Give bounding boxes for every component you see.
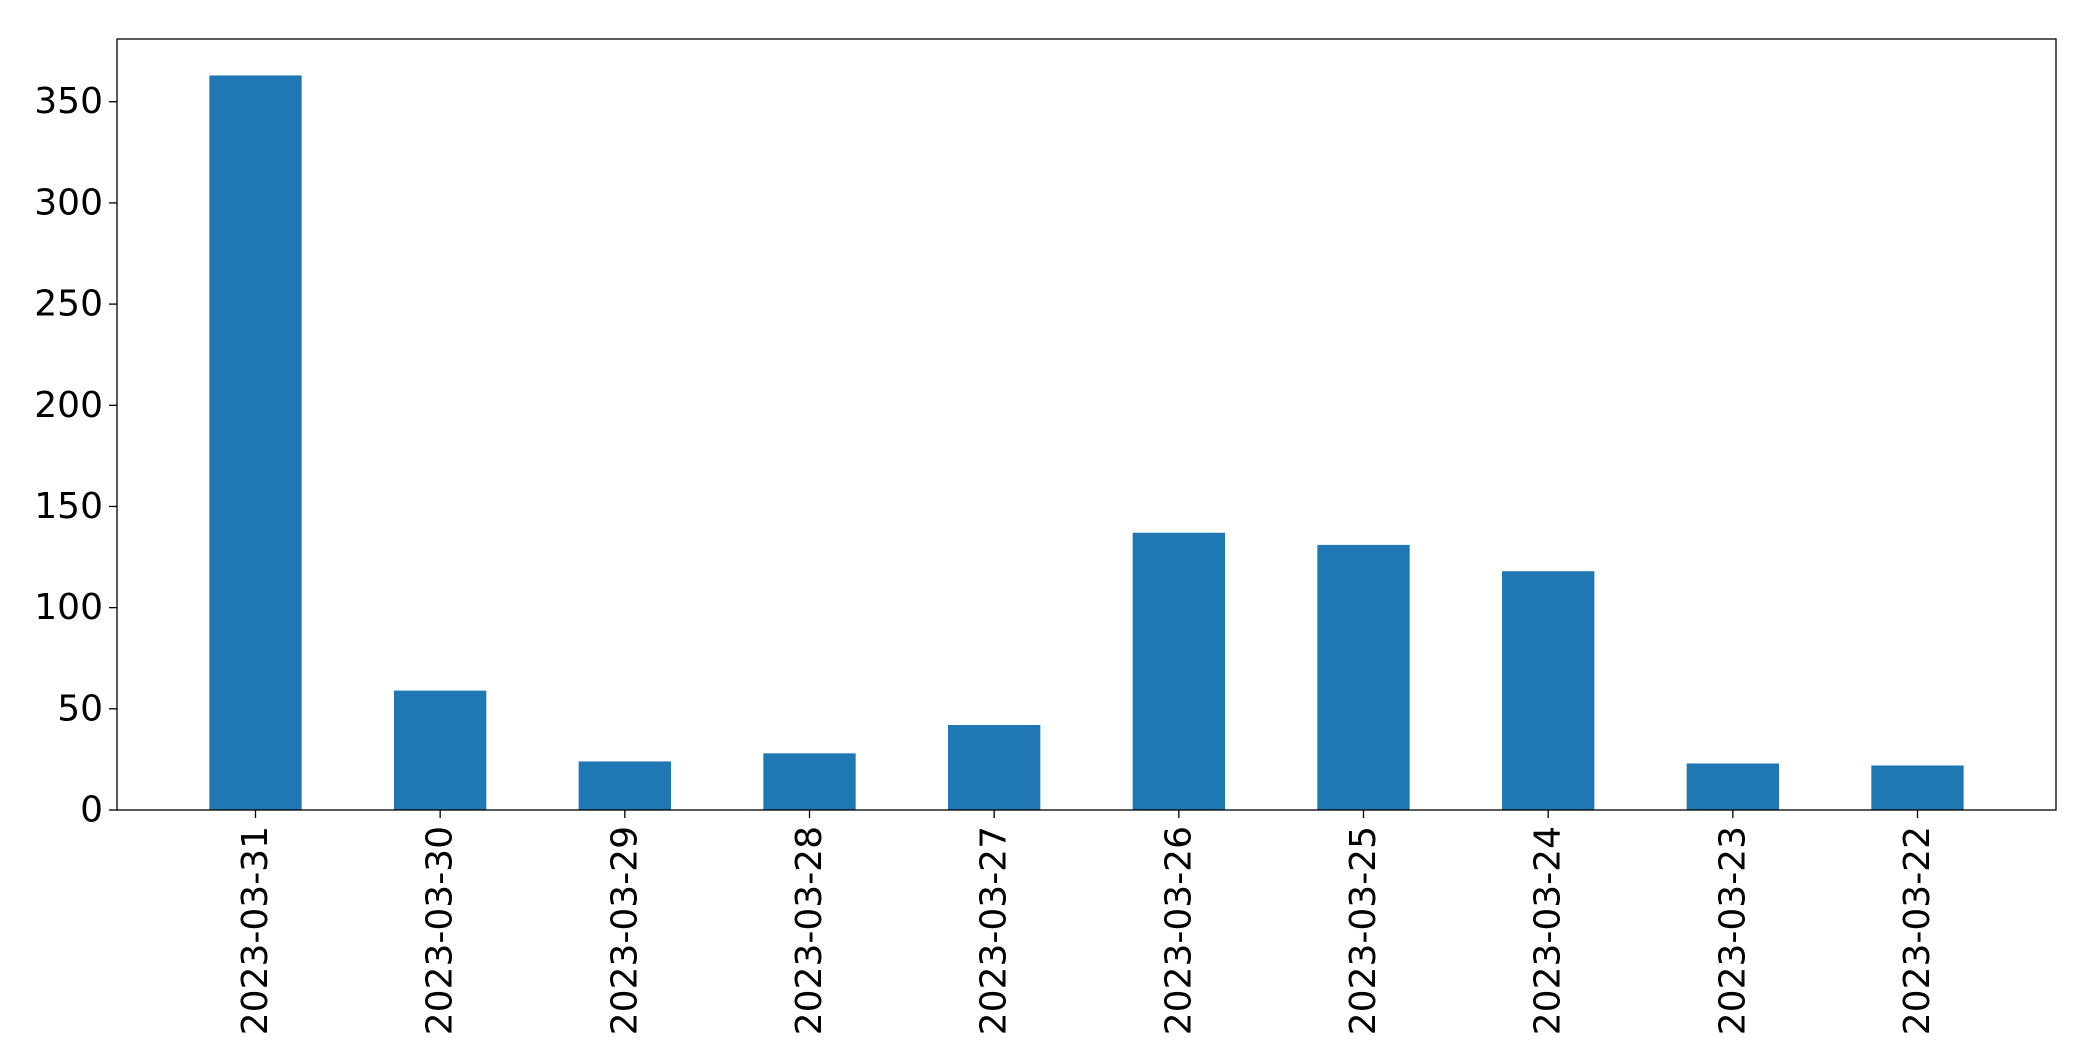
bars-layer <box>209 75 1964 811</box>
y-tick-label: 200 <box>34 385 103 426</box>
plot-area-frame <box>116 38 2057 811</box>
x-tick-label: 2023-03-24 <box>1528 826 1569 1035</box>
x-tick-label: 2023-03-26 <box>1158 826 1199 1035</box>
bar-2023-03-23 <box>1686 763 1779 810</box>
x-tick-label: 2023-03-29 <box>604 826 645 1035</box>
bar-2023-03-26 <box>1132 532 1225 810</box>
x-tick-label: 2023-03-25 <box>1343 826 1384 1035</box>
y-tick-label: 300 <box>34 182 103 223</box>
x-tick-label: 2023-03-22 <box>1897 826 1938 1035</box>
bar-2023-03-25 <box>1317 544 1410 810</box>
x-tick-label: 2023-03-31 <box>235 826 276 1035</box>
bar-2023-03-30 <box>394 690 487 810</box>
bar-2023-03-31 <box>209 75 302 811</box>
y-axis: 0 50 100 150 200 250 300 350 <box>34 81 117 831</box>
y-tick-label: 100 <box>34 587 103 628</box>
x-axis: 2023-03-31 2023-03-30 2023-03-29 2023-03-28… <box>235 810 1938 1035</box>
y-tick-label: 350 <box>34 81 103 122</box>
y-tick-label: 250 <box>34 284 103 325</box>
bar-2023-03-22 <box>1871 765 1964 810</box>
y-tick-label: 50 <box>57 688 103 729</box>
bar-2023-03-27 <box>948 725 1041 810</box>
y-tick-label: 0 <box>80 790 103 831</box>
x-tick-label: 2023-03-23 <box>1712 826 1753 1035</box>
bar-2023-03-28 <box>763 753 856 810</box>
x-tick-label: 2023-03-30 <box>420 826 461 1035</box>
x-tick-label: 2023-03-28 <box>789 826 830 1035</box>
bar-2023-03-29 <box>578 761 671 810</box>
bar-2023-03-24 <box>1502 571 1595 810</box>
y-tick-label: 150 <box>34 486 103 527</box>
x-tick-label: 2023-03-27 <box>974 826 1015 1035</box>
